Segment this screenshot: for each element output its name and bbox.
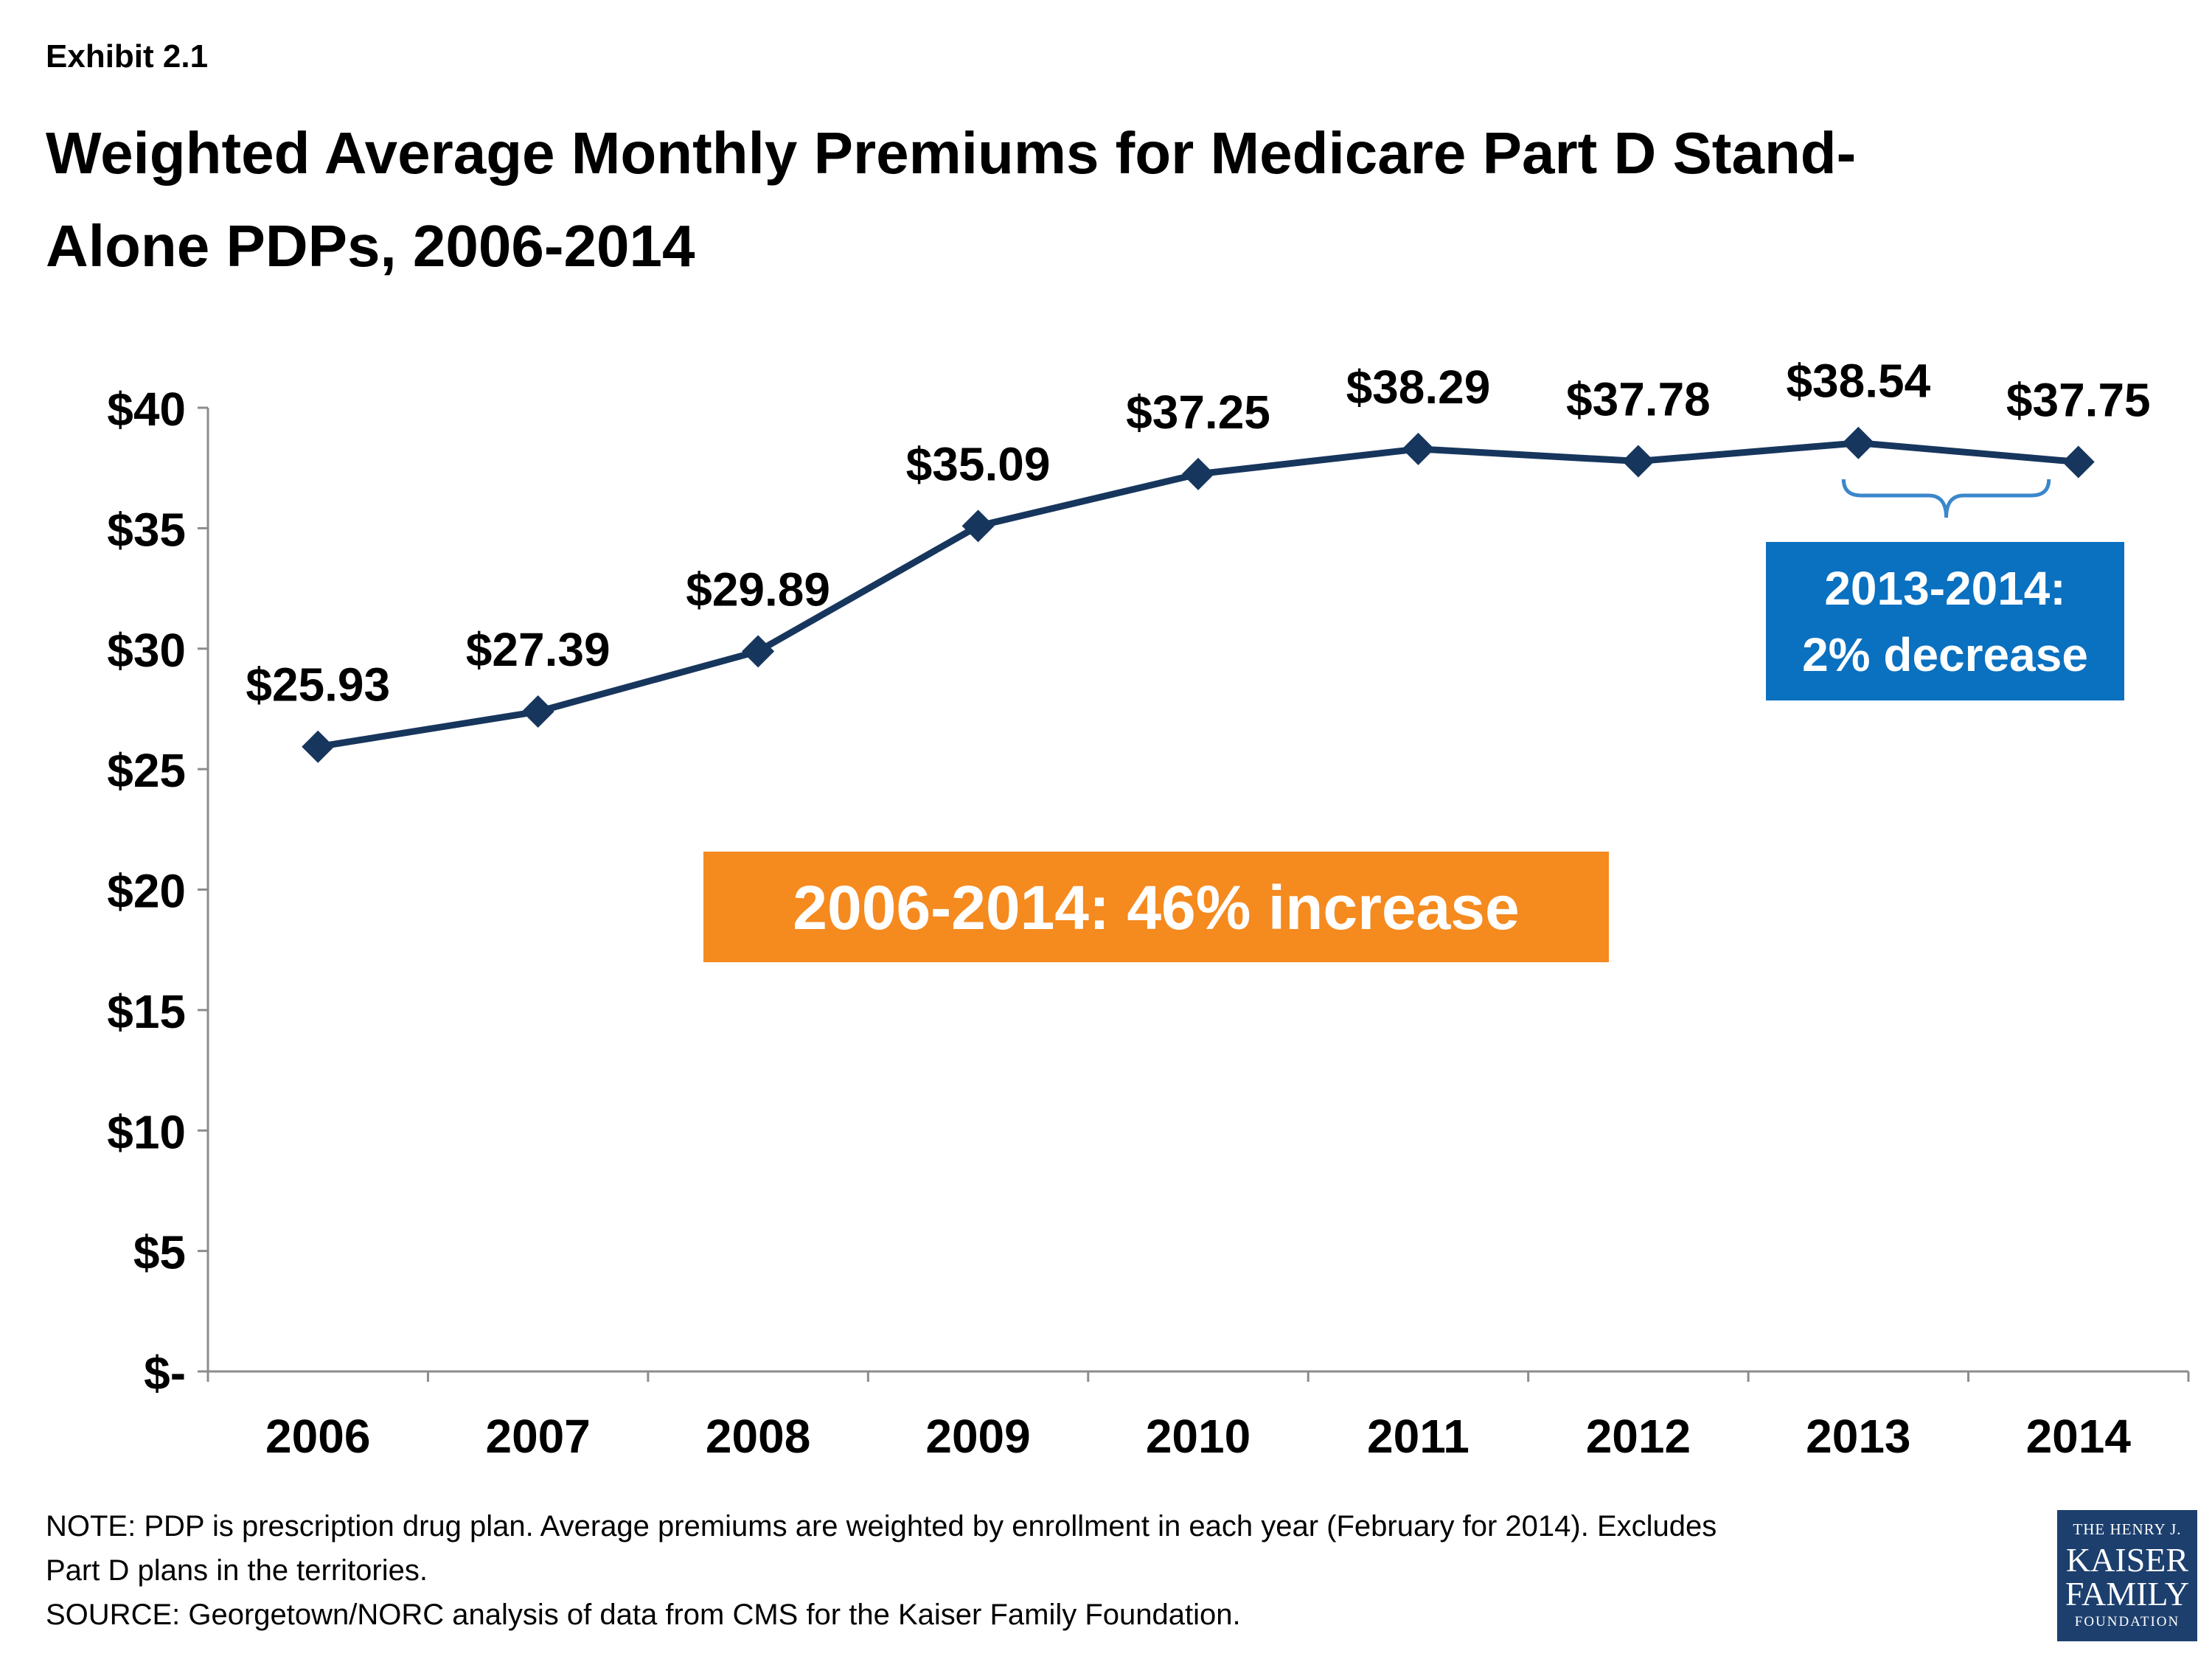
- total-change-box: [703, 852, 1609, 962]
- data-point: [1621, 445, 1655, 478]
- data-point: [302, 730, 335, 763]
- data-point: [742, 635, 775, 668]
- x-tick-label: 2006: [265, 1410, 370, 1463]
- x-tick-label: 2014: [2026, 1410, 2132, 1463]
- data-label: $37.25: [1126, 386, 1270, 439]
- logo-line: FAMILY: [2065, 1575, 2190, 1613]
- recent-change-box: [1766, 542, 2124, 700]
- y-tick-label: $-: [144, 1346, 186, 1399]
- source-line: SOURCE: Georgetown/NORC analysis of data…: [46, 1599, 1241, 1631]
- x-tick-label: 2010: [1146, 1410, 1251, 1463]
- data-label: $35.09: [906, 437, 1051, 490]
- chart-title: Weighted Average Monthly Premiums for Me…: [46, 120, 1857, 279]
- y-tick-label: $20: [107, 865, 186, 918]
- data-label: $37.75: [2006, 374, 2151, 427]
- data-point: [1182, 457, 1214, 490]
- x-tick-label: 2009: [925, 1410, 1030, 1463]
- y-tick-label: $35: [107, 503, 186, 556]
- x-tick-label: 2008: [706, 1410, 810, 1463]
- data-label: $38.29: [1346, 361, 1491, 414]
- y-tick-label: $5: [133, 1226, 186, 1279]
- data-label: $27.39: [466, 623, 611, 676]
- data-point: [521, 695, 554, 728]
- data-point: [1842, 426, 1875, 459]
- data-label: $38.54: [1786, 355, 1930, 408]
- note-line: Part D plans in the territories.: [46, 1554, 428, 1587]
- x-tick-label: 2011: [1367, 1410, 1470, 1463]
- note-line: NOTE: PDP is prescription drug plan. Ave…: [46, 1510, 1717, 1543]
- y-tick-label: $40: [107, 383, 186, 436]
- logo-line: THE HENRY J.: [2073, 1520, 2182, 1538]
- total-change-label: 2006-2014: 46% increase: [793, 873, 1519, 942]
- x-tick-label: 2007: [485, 1410, 590, 1463]
- x-tick-label: 2013: [1806, 1410, 1910, 1463]
- logo-line: KAISER: [2065, 1541, 2189, 1579]
- data-point: [1402, 432, 1435, 465]
- data-label: $29.89: [686, 563, 830, 616]
- data-label: $37.78: [1566, 373, 1711, 426]
- kff-logo: THE HENRY J. KAISER FAMILY FOUNDATION: [2057, 1510, 2197, 1641]
- recent-change-label: 2013-2014:: [1824, 562, 2065, 615]
- y-tick-label: $10: [107, 1105, 186, 1158]
- data-label: $25.93: [246, 658, 390, 712]
- y-tick-label: $25: [107, 744, 186, 797]
- bracket-2013-2014: [1841, 479, 2051, 518]
- y-tick-label: $15: [107, 985, 186, 1038]
- exhibit-label: Exhibit 2.1: [46, 38, 209, 74]
- logo-line: FOUNDATION: [2074, 1614, 2180, 1630]
- recent-change-label: 2% decrease: [1802, 628, 2088, 681]
- y-tick-label: $30: [107, 624, 186, 677]
- data-point: [2062, 445, 2095, 479]
- data-point: [961, 509, 995, 543]
- footnotes: NOTE: PDP is prescription drug plan. Ave…: [46, 1504, 1992, 1637]
- x-tick-label: 2012: [1586, 1410, 1691, 1463]
